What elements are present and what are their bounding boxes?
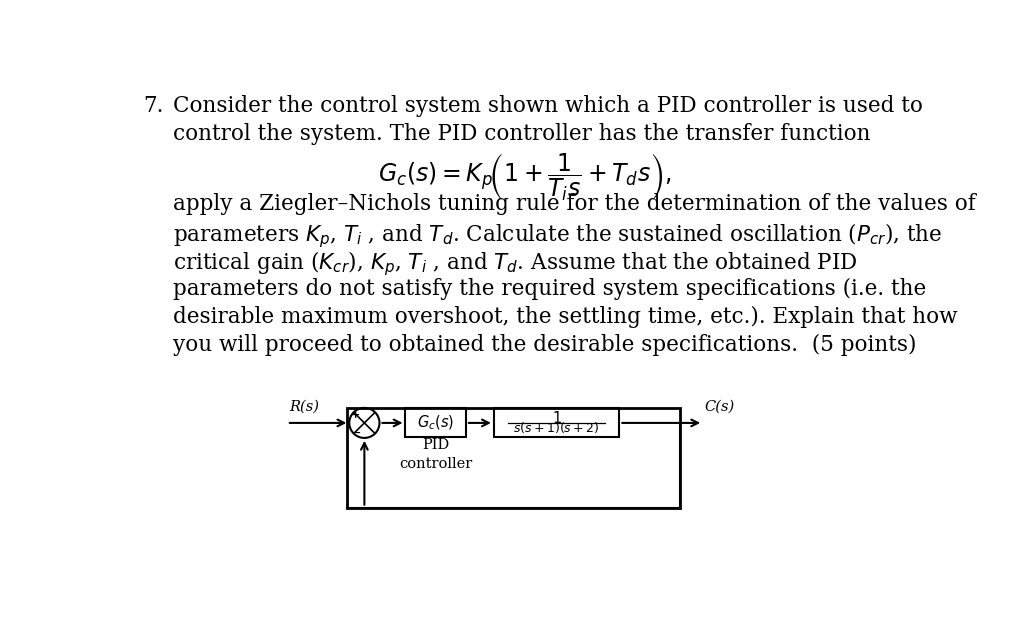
- FancyBboxPatch shape: [494, 408, 620, 437]
- Text: parameters do not satisfy the required system specifications (i.e. the: parameters do not satisfy the required s…: [173, 278, 926, 300]
- Text: $G_c(s)$: $G_c(s)$: [417, 414, 455, 432]
- Text: $G_c(s) = K_p\!\left(1 + \dfrac{1}{T_i s} + T_d s\right),$: $G_c(s) = K_p\!\left(1 + \dfrac{1}{T_i s…: [378, 151, 672, 203]
- Text: control the system. The PID controller has the transfer function: control the system. The PID controller h…: [173, 123, 870, 145]
- Text: apply a Ziegler–Nichols tuning rule for the determination of the values of: apply a Ziegler–Nichols tuning rule for …: [173, 193, 976, 215]
- Text: $s(s + 1)(s +2)$: $s(s + 1)(s +2)$: [513, 420, 600, 435]
- Text: 7.: 7.: [143, 95, 164, 117]
- Text: $1$: $1$: [552, 411, 561, 426]
- Text: −: −: [351, 427, 360, 438]
- FancyBboxPatch shape: [406, 408, 466, 437]
- Text: PID
controller: PID controller: [399, 438, 472, 470]
- Text: parameters $K_p$, $T_i$ , and $T_d$. Calculate the sustained oscillation ($P_{cr: parameters $K_p$, $T_i$ , and $T_d$. Cal…: [173, 222, 942, 250]
- Text: you will proceed to obtained the desirable specifications.  (5 points): you will proceed to obtained the desirab…: [173, 334, 916, 356]
- Text: R(s): R(s): [289, 400, 319, 414]
- Text: +: +: [350, 409, 359, 420]
- Text: desirable maximum overshoot, the settling time, etc.). Explain that how: desirable maximum overshoot, the settlin…: [173, 306, 957, 328]
- Text: C(s): C(s): [705, 400, 735, 414]
- Text: Consider the control system shown which a PID controller is used to: Consider the control system shown which …: [173, 95, 923, 117]
- Text: critical gain ($K_{cr}$), $K_p$, $T_i$ , and $T_d$. Assume that the obtained PID: critical gain ($K_{cr}$), $K_p$, $T_i$ ,…: [173, 250, 858, 278]
